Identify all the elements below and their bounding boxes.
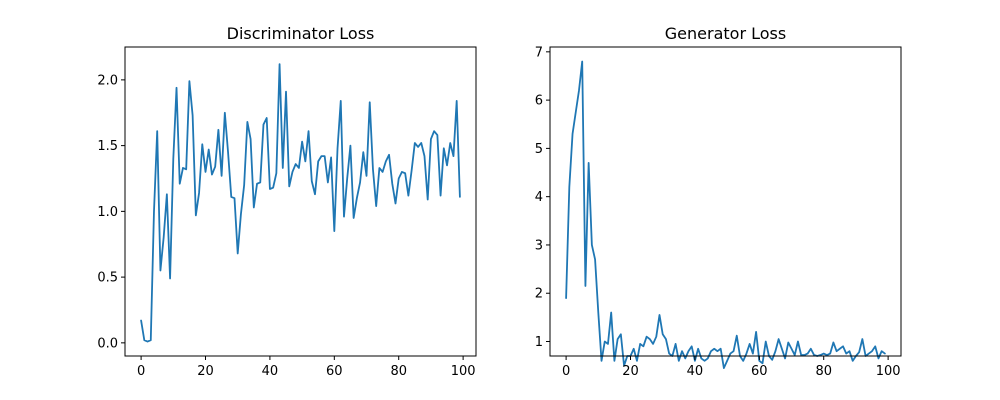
generator-y-tick-label: 1 [535, 335, 543, 350]
discriminator-axes-frame [124, 46, 477, 357]
generator-x-tick-label: 20 [622, 364, 639, 379]
generator-x-tick-label: 80 [815, 364, 832, 379]
generator-y-tick-label: 5 [535, 142, 543, 157]
discriminator-y-tick-label: 2.0 [97, 73, 118, 88]
generator-loss-panel: Generator Loss 0 20 40 60 80 100 1 2 3 4 5 6 7 [535, 24, 902, 379]
generator-y-tick-label: 6 [535, 94, 543, 109]
discriminator-x-tick-label: 100 [451, 364, 476, 379]
generator-x-tick-label: 100 [876, 364, 901, 379]
discriminator-x-tick-label: 40 [262, 364, 279, 379]
discriminator-y-tick-label: 1.5 [97, 139, 118, 154]
discriminator-x-tick-label: 60 [326, 364, 343, 379]
discriminator-loss-line [140, 63, 461, 343]
generator-x-tick-label: 40 [687, 364, 704, 379]
discriminator-x-tick-label: 80 [390, 364, 407, 379]
generator-y-tick-label: 3 [535, 238, 543, 253]
generator-x-tick-label: 0 [562, 364, 570, 379]
discriminator-x-tick-label: 0 [137, 364, 145, 379]
generator-axes-frame [549, 46, 902, 357]
discriminator-y-tick-label: 0.0 [97, 336, 118, 351]
discriminator-chart-title: Discriminator Loss [227, 24, 375, 43]
generator-chart-title: Generator Loss [665, 24, 786, 43]
generator-y-tick-label: 7 [535, 45, 543, 60]
generator-y-tick-label: 4 [535, 190, 543, 205]
discriminator-loss-panel: Discriminator Loss 0 20 40 60 80 100 0.0 0.5 1.0 1… [97, 24, 477, 379]
generator-loss-line [565, 60, 886, 369]
discriminator-x-tick-label: 20 [197, 364, 214, 379]
generator-x-tick-label: 60 [751, 364, 768, 379]
discriminator-y-tick-label: 1.0 [97, 205, 118, 220]
generator-y-tick-label: 2 [535, 287, 543, 302]
discriminator-y-tick-label: 0.5 [97, 271, 118, 286]
